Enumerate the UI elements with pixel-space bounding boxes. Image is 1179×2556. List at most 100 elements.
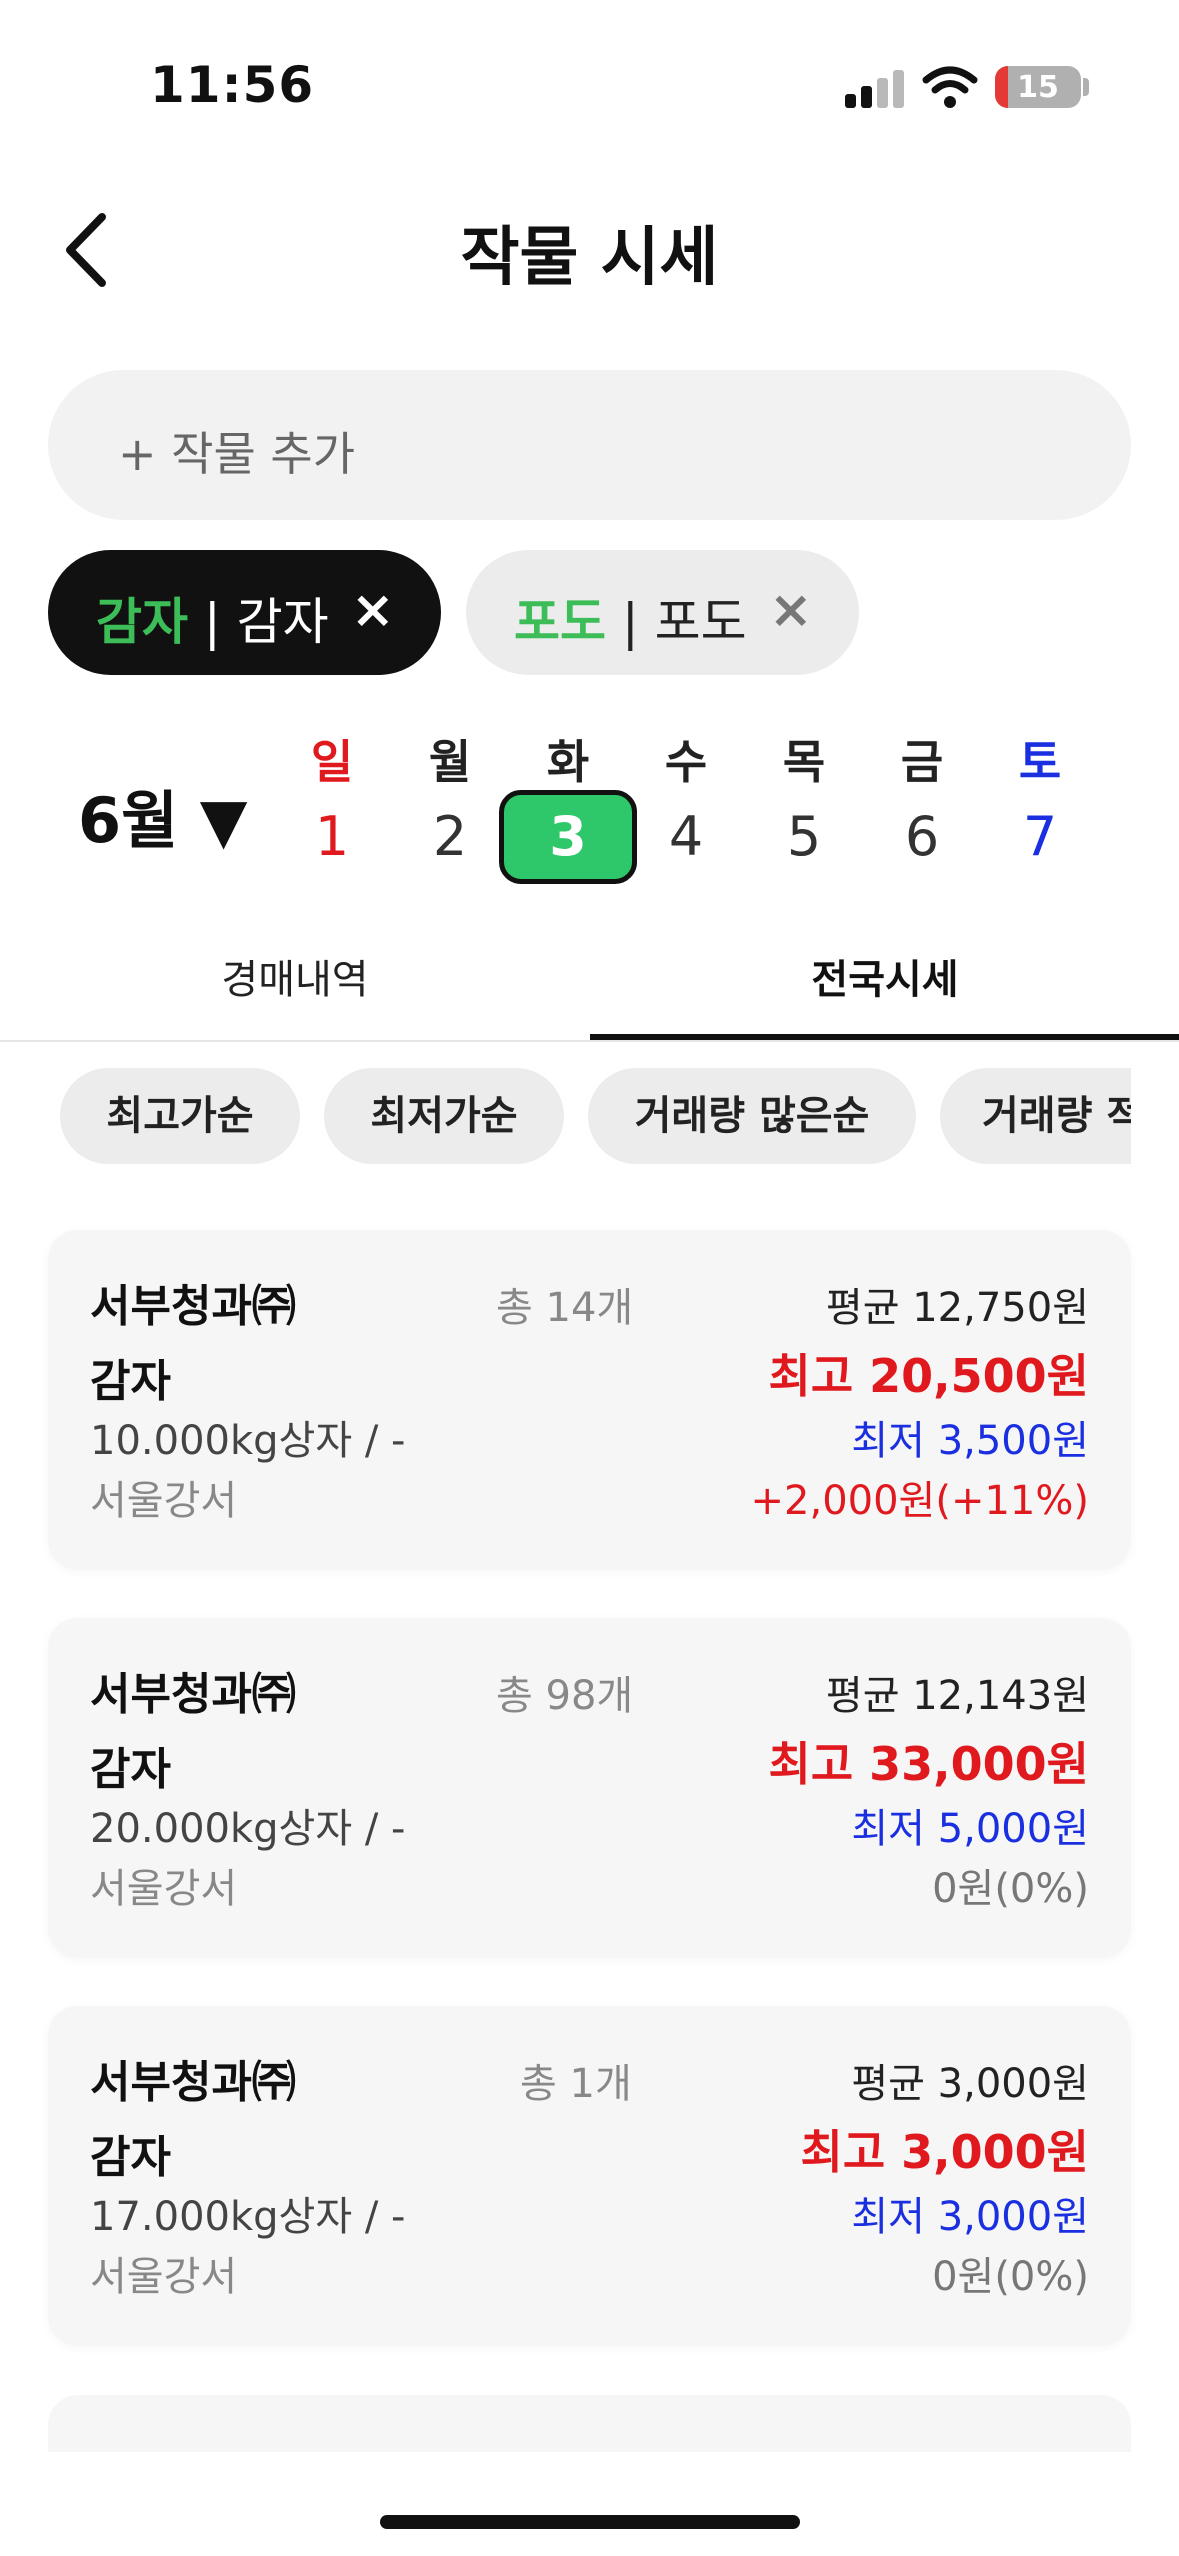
- battery-icon: 15: [995, 66, 1081, 108]
- tab-national-price[interactable]: 전국시세: [811, 957, 959, 1003]
- price-change: 0원(0%): [932, 2254, 1089, 2300]
- battery-fill: [995, 66, 1008, 108]
- chip-primary: 포도: [514, 593, 606, 651]
- day-number[interactable]: 2: [432, 805, 468, 868]
- day-name: 토: [1018, 735, 1062, 789]
- day-name: 금: [900, 735, 944, 789]
- day-number[interactable]: 7: [1022, 805, 1058, 868]
- wifi-icon: [922, 66, 978, 108]
- tab-bar: 경매내역 전국시세: [0, 930, 1179, 1042]
- crop-chip-potato[interactable]: 감자 | 감자 ×: [48, 550, 441, 675]
- status-time: 11:56: [150, 56, 315, 114]
- seller-name: 서부청과㈜: [90, 2057, 296, 2108]
- highest-price-label: 최고: [768, 1737, 870, 1791]
- package-spec: 17.000kg상자 / -: [90, 2194, 406, 2240]
- day-number[interactable]: 5: [786, 805, 822, 868]
- highest-price-label: 최고: [768, 1349, 870, 1403]
- lowest-price-value: 3,000원: [937, 2194, 1089, 2240]
- lowest-price-value: 3,500원: [937, 1418, 1089, 1464]
- trade-count: 총 1개: [520, 2061, 632, 2107]
- home-indicator[interactable]: [380, 2515, 800, 2529]
- seller-name: 서부청과㈜: [90, 1669, 296, 1720]
- battery-cap: [1083, 78, 1089, 96]
- bottom-bar: [0, 2452, 1179, 2556]
- crop-name: 감자: [90, 1356, 171, 1407]
- day-name: 화: [546, 735, 590, 789]
- lowest-price-value: 5,000원: [937, 1806, 1089, 1852]
- week-calendar: 일 1 월 2 화 3 수 4 목 5 금 6 토 7: [273, 720, 1113, 890]
- status-bar: 11:56 15: [0, 0, 1179, 170]
- highest-price-label: 최고: [800, 2125, 902, 2179]
- package-spec: 20.000kg상자 / -: [90, 1806, 406, 1852]
- lowest-price-label: 최저: [851, 2194, 938, 2240]
- sort-highest-price[interactable]: 최고가순: [60, 1068, 300, 1164]
- month-dropdown[interactable]: 6월 ▼: [78, 784, 248, 857]
- highest-price: 최고 33,000원: [769, 1728, 1090, 1794]
- chip-text: 감자 | 감자: [96, 582, 329, 654]
- lowest-price: 최저 5,000원: [851, 1796, 1089, 1854]
- day-name: 목: [782, 735, 826, 789]
- day-name: 일: [310, 735, 354, 789]
- day-column: 수 4: [627, 720, 745, 890]
- sort-lowest-price[interactable]: 최저가순: [324, 1068, 564, 1164]
- day-number-selected[interactable]: 3: [499, 790, 637, 884]
- active-tab-indicator: [590, 1034, 1179, 1040]
- average-price: 평균 12,750원: [825, 1285, 1089, 1331]
- price-change: +2,000원(+11%): [750, 1478, 1089, 1524]
- day-column: 화 3: [499, 720, 637, 890]
- day-number[interactable]: 1: [314, 805, 350, 868]
- lowest-price: 최저 3,000원: [851, 2184, 1089, 2242]
- day-column: 목 5: [745, 720, 863, 890]
- close-icon[interactable]: ×: [351, 580, 395, 640]
- chip-text: 포도 | 포도: [514, 582, 747, 654]
- highest-price-value: 33,000원: [869, 1737, 1089, 1791]
- lowest-price-label: 최저: [851, 1418, 938, 1464]
- chip-primary: 감자: [96, 593, 188, 651]
- lowest-price-label: 최저: [851, 1806, 938, 1852]
- price-card[interactable]: 서부청과㈜ 총 98개 감자 20.000kg상자 / - 서울강서 평균 12…: [48, 1618, 1131, 1958]
- page-title: 작물 시세: [460, 221, 719, 295]
- package-spec: 10.000kg상자 / -: [90, 1418, 406, 1464]
- chip-secondary: | 감자: [188, 593, 329, 651]
- day-name: 월: [428, 735, 472, 789]
- seller-name: 서부청과㈜: [90, 1281, 296, 1332]
- market-name: 서울강서: [90, 1478, 238, 1524]
- price-card[interactable]: 서부청과㈜ 총 1개 감자 17.000kg상자 / - 서울강서 평균 3,0…: [48, 2006, 1131, 2346]
- tab-auction-history[interactable]: 경매내역: [221, 957, 369, 1003]
- trade-count: 총 14개: [496, 1285, 634, 1331]
- crop-name: 감자: [90, 2132, 171, 2183]
- highest-price-value: 3,000원: [901, 2125, 1089, 2179]
- crop-name: 감자: [90, 1744, 171, 1795]
- crop-chip-grape[interactable]: 포도 | 포도 ×: [466, 550, 859, 675]
- battery-level: 15: [1017, 70, 1059, 105]
- chip-secondary: | 포도: [606, 593, 747, 651]
- average-price: 평균 12,143원: [825, 1673, 1089, 1719]
- day-column: 일 1: [273, 720, 391, 890]
- add-crop-label: + 작물 추가: [118, 427, 356, 481]
- sort-volume-low[interactable]: 거래량 적: [940, 1068, 1131, 1164]
- sort-volume-high[interactable]: 거래량 많은순: [588, 1068, 916, 1164]
- day-column: 금 6: [863, 720, 981, 890]
- average-price: 평균 3,000원: [851, 2061, 1089, 2107]
- highest-price: 최고 3,000원: [801, 2116, 1089, 2182]
- signal-icon: [845, 70, 905, 108]
- market-name: 서울강서: [90, 1866, 238, 1912]
- price-card-partial[interactable]: [48, 2395, 1131, 2455]
- sort-options[interactable]: 최고가순 최저가순 거래량 많은순 거래량 적: [0, 1068, 1131, 1168]
- day-column: 월 2: [391, 720, 509, 890]
- day-number[interactable]: 6: [904, 805, 940, 868]
- highest-price: 최고 20,500원: [769, 1340, 1090, 1406]
- lowest-price: 최저 3,500원: [851, 1408, 1089, 1466]
- highest-price-value: 20,500원: [869, 1349, 1089, 1403]
- back-button[interactable]: [50, 205, 130, 295]
- price-card[interactable]: 서부청과㈜ 총 14개 감자 10.000kg상자 / - 서울강서 평균 12…: [48, 1230, 1131, 1570]
- day-number[interactable]: 4: [668, 805, 704, 868]
- chevron-left-icon: [66, 213, 106, 287]
- close-icon[interactable]: ×: [769, 580, 813, 640]
- trade-count: 총 98개: [496, 1673, 634, 1719]
- add-crop-button[interactable]: + 작물 추가: [48, 370, 1131, 520]
- header: 작물 시세: [0, 170, 1179, 330]
- day-name: 수: [664, 735, 708, 789]
- price-change: 0원(0%): [932, 1866, 1089, 1912]
- day-column: 토 7: [981, 720, 1099, 890]
